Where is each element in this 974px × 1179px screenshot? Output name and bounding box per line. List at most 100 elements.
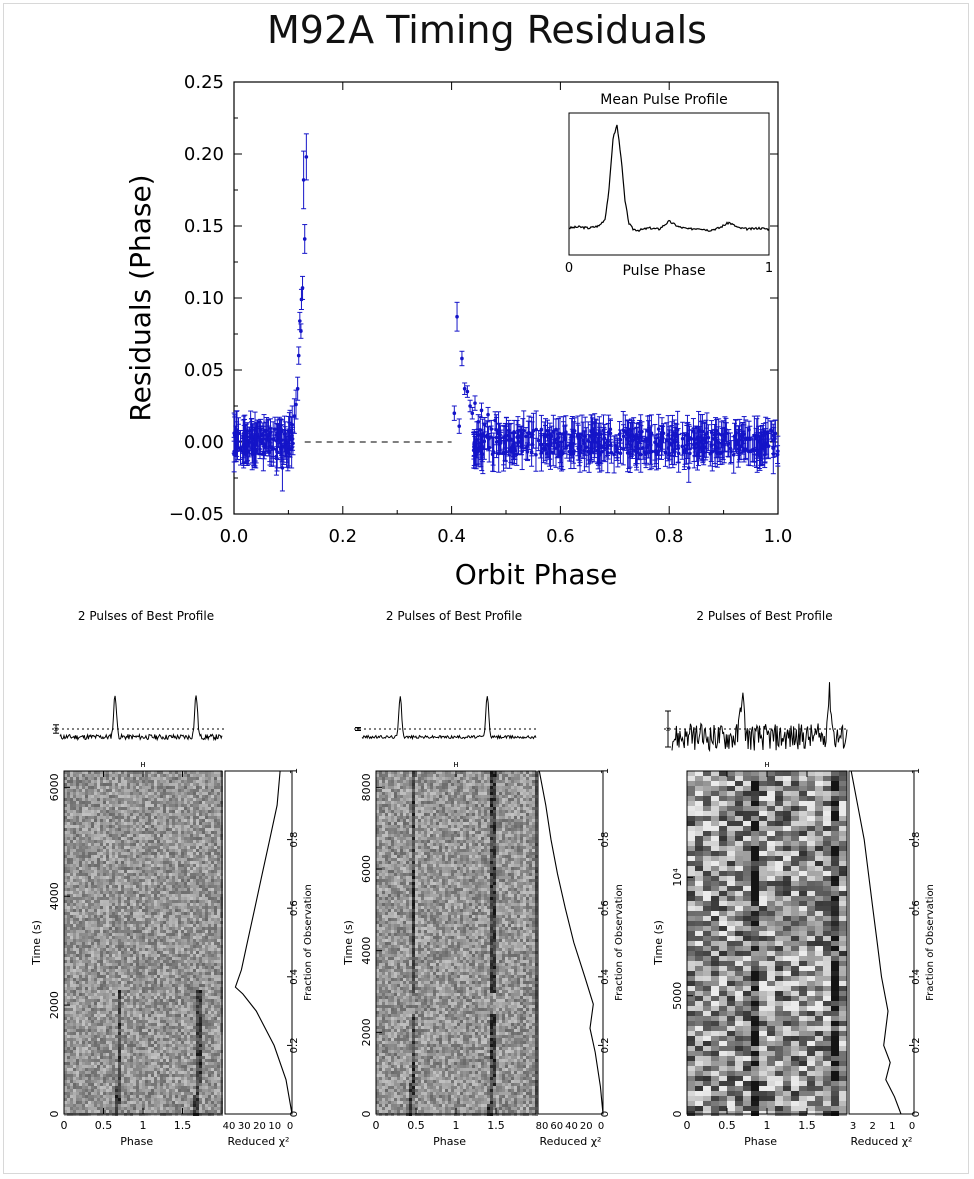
image-pixel <box>175 861 178 864</box>
image-pixel <box>136 789 139 792</box>
image-pixel <box>157 810 160 813</box>
image-pixel <box>208 861 211 864</box>
image-pixel <box>160 792 163 795</box>
image-pixel <box>190 792 193 795</box>
image-pixel <box>196 801 199 804</box>
image-pixel <box>73 876 76 879</box>
image-pixel <box>121 822 124 825</box>
image-pixel <box>175 810 178 813</box>
image-pixel <box>190 795 193 798</box>
image-pixel <box>205 780 208 783</box>
image-pixel <box>85 807 88 810</box>
image-pixel <box>154 849 157 852</box>
image-pixel <box>103 777 106 780</box>
image-pixel <box>130 816 133 819</box>
image-pixel <box>184 801 187 804</box>
image-pixel <box>130 783 133 786</box>
image-pixel <box>172 864 175 867</box>
image-pixel <box>202 849 205 852</box>
image-pixel <box>145 834 148 837</box>
image-pixel <box>79 777 82 780</box>
data-point <box>455 314 459 319</box>
image-pixel <box>76 864 79 867</box>
image-pixel <box>106 816 109 819</box>
image-pixel <box>130 810 133 813</box>
image-pixel <box>163 837 166 840</box>
page-title: M92A Timing Residuals <box>267 8 707 52</box>
image-pixel <box>214 861 217 864</box>
image-pixel <box>157 798 160 801</box>
image-pixel <box>184 795 187 798</box>
image-pixel <box>94 849 97 852</box>
image-pixel <box>106 819 109 822</box>
image-pixel <box>163 798 166 801</box>
data-point <box>649 431 654 436</box>
image-pixel <box>109 819 112 822</box>
image-pixel <box>187 864 190 867</box>
image-pixel <box>217 810 220 813</box>
image-pixel <box>205 837 208 840</box>
image-pixel <box>103 843 106 846</box>
image-pixel <box>181 822 184 825</box>
image-pixel <box>133 792 136 795</box>
image-pixel <box>91 858 94 861</box>
image-pixel <box>94 870 97 873</box>
image-pixel <box>82 843 85 846</box>
image-pixel <box>91 840 94 843</box>
image-pixel <box>169 780 172 783</box>
image-pixel <box>97 789 100 792</box>
image-pixel <box>166 870 169 873</box>
image-pixel <box>127 825 130 828</box>
image-pixel <box>124 777 127 780</box>
image-pixel <box>115 786 118 789</box>
image-pixel <box>91 828 94 831</box>
image-pixel <box>172 828 175 831</box>
image-pixel <box>196 852 199 855</box>
data-point <box>624 437 629 441</box>
data-point <box>654 448 658 453</box>
image-pixel <box>142 804 145 807</box>
image-pixel <box>139 864 142 867</box>
image-pixel <box>139 789 142 792</box>
image-pixel <box>91 876 94 879</box>
image-pixel <box>112 783 115 786</box>
image-pixel <box>148 810 151 813</box>
image-pixel <box>88 804 91 807</box>
image-pixel <box>190 810 193 813</box>
image-pixel <box>133 795 136 798</box>
image-pixel <box>193 864 196 867</box>
x-tick-label: 1.0 <box>764 526 793 547</box>
image-pixel <box>151 804 154 807</box>
image-pixel <box>82 804 85 807</box>
image-pixel <box>193 774 196 777</box>
image-pixel <box>124 822 127 825</box>
image-pixel <box>70 852 73 855</box>
image-pixel <box>109 873 112 876</box>
image-pixel <box>133 873 136 876</box>
image-pixel <box>133 867 136 870</box>
image-pixel <box>148 816 151 819</box>
image-pixel <box>166 840 169 843</box>
image-pixel <box>118 792 121 795</box>
data-point <box>569 445 574 450</box>
image-pixel <box>196 822 199 825</box>
image-pixel <box>109 843 112 846</box>
image-pixel <box>205 798 208 801</box>
image-pixel <box>166 807 169 810</box>
data-point-group <box>296 346 302 365</box>
image-pixel <box>181 819 184 822</box>
image-pixel <box>151 807 154 810</box>
image-pixel <box>217 780 220 783</box>
image-pixel <box>184 825 187 828</box>
image-pixel <box>106 789 109 792</box>
image-pixel <box>169 804 172 807</box>
image-pixel <box>106 786 109 789</box>
image-pixel <box>184 786 187 789</box>
data-point <box>667 441 672 445</box>
image-pixel <box>67 816 70 819</box>
image-pixel <box>115 843 118 846</box>
data-point <box>706 435 711 440</box>
image-pixel <box>151 849 154 852</box>
image-pixel <box>211 846 214 849</box>
image-pixel <box>118 855 121 858</box>
